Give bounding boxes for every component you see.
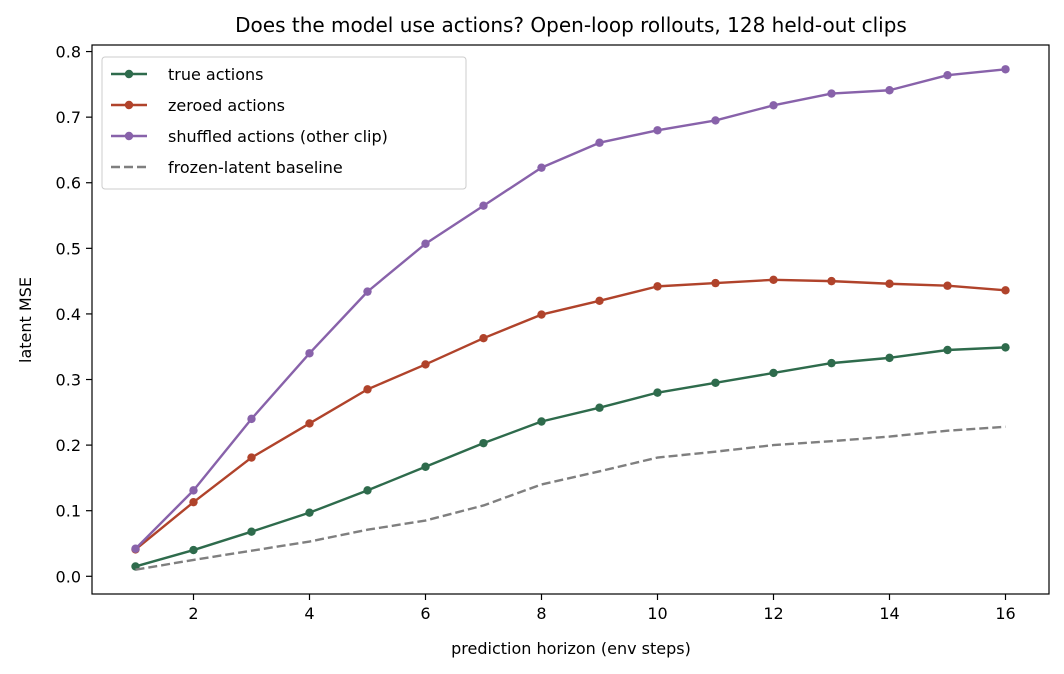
series-group	[131, 65, 1010, 571]
data-point	[421, 360, 430, 369]
y-tick-label: 0.6	[56, 174, 81, 193]
data-point	[885, 86, 894, 95]
series-3	[135, 425, 1006, 571]
data-point	[653, 126, 662, 135]
axes-frame	[91, 44, 1050, 595]
legend-swatch-marker	[124, 100, 134, 110]
series-line	[134, 278, 1006, 551]
legend-swatch-marker	[124, 69, 134, 79]
data-point	[885, 353, 894, 363]
data-point	[247, 527, 256, 536]
data-point	[305, 419, 314, 428]
data-point	[189, 545, 198, 555]
legend-swatch-marker	[124, 131, 134, 141]
data-point	[595, 138, 604, 147]
series-line	[135, 425, 1006, 571]
data-point	[247, 453, 256, 462]
x-tick-label: 16	[995, 604, 1015, 623]
data-point	[363, 486, 372, 495]
series-0	[131, 343, 1010, 571]
x-tick-label: 12	[763, 604, 783, 623]
data-point	[769, 101, 778, 110]
legend-label: shuffled actions (other clip)	[168, 127, 388, 146]
x-tick-label: 4	[304, 604, 314, 623]
data-point	[769, 275, 778, 285]
data-point	[943, 70, 952, 80]
data-point	[769, 368, 778, 378]
legend-entry: frozen-latent baseline	[111, 158, 343, 177]
data-point	[711, 116, 720, 125]
data-point	[827, 276, 836, 286]
data-point	[479, 201, 488, 210]
legend-entry: true actions	[111, 65, 264, 84]
y-tick-label: 0.8	[56, 43, 81, 62]
legend-entry: zeroed actions	[111, 96, 285, 115]
series-2	[131, 65, 1010, 553]
data-point	[131, 544, 140, 553]
x-tick-label: 8	[536, 604, 546, 623]
x-tick-label: 6	[420, 604, 430, 623]
data-point	[305, 508, 314, 517]
data-point	[595, 403, 604, 412]
data-point	[479, 438, 488, 448]
data-point	[305, 349, 314, 358]
data-point	[421, 239, 430, 248]
legend-label: zeroed actions	[168, 96, 285, 115]
x-tick-label: 10	[647, 604, 667, 623]
data-point	[421, 462, 430, 471]
data-point	[595, 296, 604, 306]
legend-box	[101, 56, 467, 190]
data-point	[885, 279, 894, 288]
data-point	[1001, 65, 1010, 74]
data-point	[189, 486, 198, 495]
data-point	[537, 310, 546, 319]
legend-entry: shuffled actions (other clip)	[111, 127, 388, 146]
data-point	[363, 287, 372, 296]
x-tick-label: 14	[879, 604, 899, 623]
data-point	[943, 345, 952, 355]
y-tick-label: 0.5	[56, 239, 81, 258]
y-axis-label: latent MSE	[16, 277, 35, 363]
data-point	[827, 358, 836, 368]
data-point	[711, 278, 720, 288]
data-point	[247, 414, 256, 424]
data-point	[1001, 286, 1010, 295]
data-point	[537, 417, 546, 426]
y-tick-label: 0.2	[56, 436, 81, 455]
y-tick-label: 0.3	[56, 371, 81, 390]
data-point	[711, 378, 720, 387]
y-tick-label: 0.4	[56, 305, 81, 324]
axes: 2 4 6 8 10 12 14 16 0.0 0.1 0.2 0.3 0.4 0.5 0.6 0.7 0.8	[56, 43, 1050, 623]
legend-label: true actions	[168, 65, 264, 84]
data-point	[653, 282, 662, 291]
series-line	[135, 346, 1006, 568]
y-tick-label: 0.1	[56, 502, 81, 521]
series-1	[131, 275, 1010, 554]
data-point	[827, 89, 836, 98]
legend-label: frozen-latent baseline	[168, 158, 343, 177]
x-tick-label: 2	[188, 604, 198, 623]
chart-title: Does the model use actions? Open-loop ro…	[235, 13, 907, 37]
y-tick-label: 0.0	[56, 567, 81, 586]
data-point	[189, 497, 198, 507]
data-point	[653, 388, 662, 397]
series-line	[134, 68, 1006, 550]
x-axis-label: prediction horizon (env steps)	[451, 639, 691, 658]
data-point	[479, 333, 488, 343]
data-point	[363, 385, 372, 394]
data-point	[1001, 343, 1010, 352]
y-tick-label: 0.7	[56, 108, 81, 127]
legend: true actions zeroed actions shuffled actio…	[101, 56, 467, 190]
data-point	[943, 281, 952, 290]
data-point	[537, 163, 546, 172]
